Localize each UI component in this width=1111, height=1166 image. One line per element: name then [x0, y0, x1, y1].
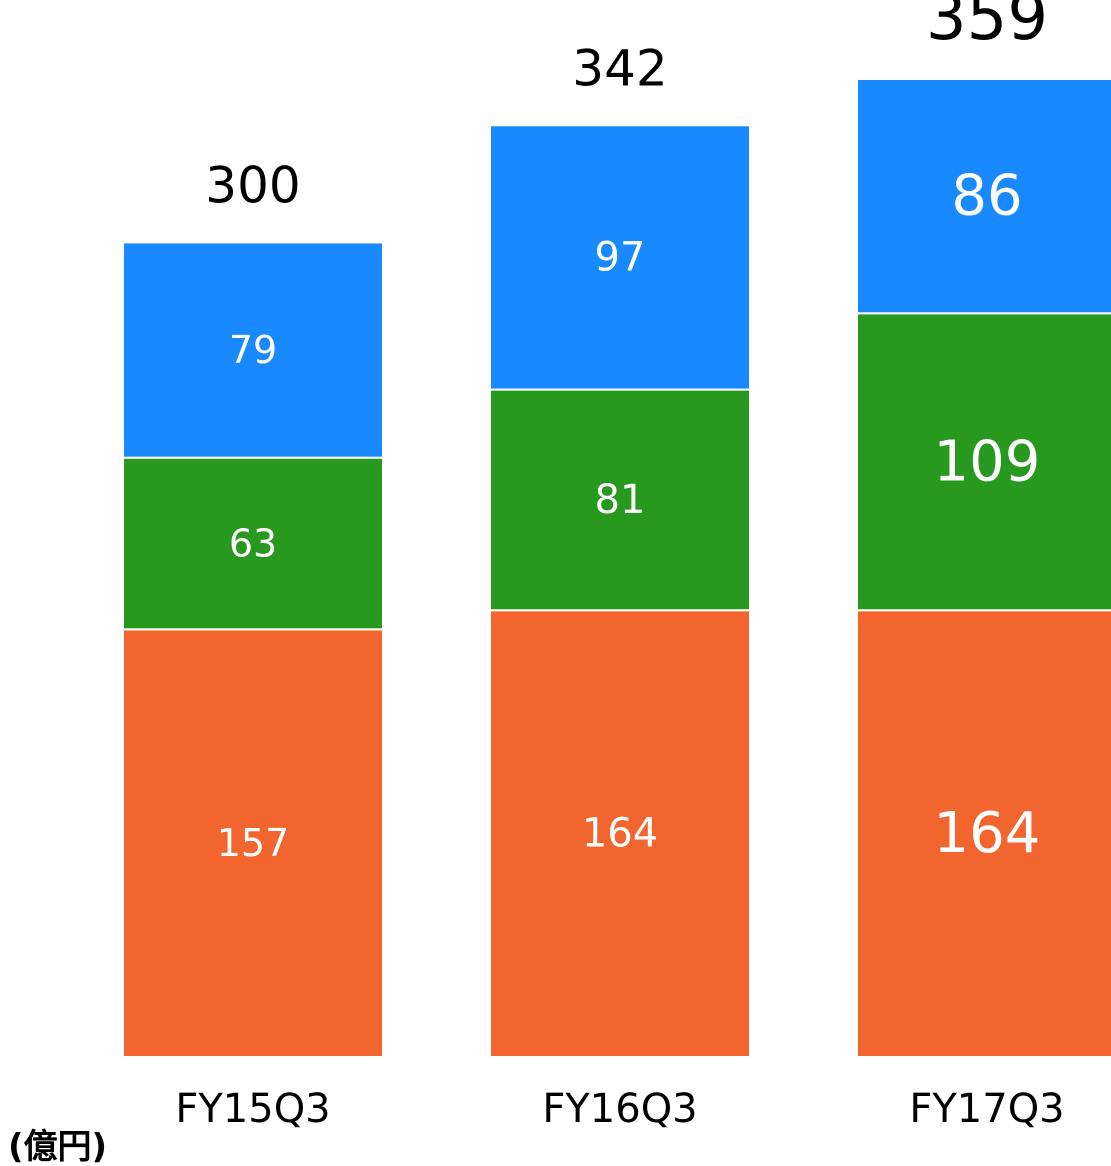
- value-label-segment-middle-FY16Q3: 81: [595, 477, 646, 523]
- bar-segment-top-FY17Q3: [856, 78, 1111, 315]
- bar-segment-bottom-FY16Q3: [489, 609, 751, 1059]
- value-label-segment-bottom-FY17Q3: 164: [934, 801, 1041, 866]
- bar-segment-top-FY15Q3: [122, 241, 384, 459]
- total-label-FY15Q3: 300: [205, 156, 300, 214]
- value-label-segment-bottom-FY16Q3: 164: [582, 811, 658, 857]
- unit-label: (億円): [8, 1127, 107, 1166]
- category-label-FY17Q3: FY17Q3: [909, 1086, 1064, 1132]
- bar-segment-bottom-FY15Q3: [122, 628, 384, 1059]
- total-label-FY17Q3: 359: [926, 0, 1048, 55]
- value-label-segment-top-FY16Q3: 97: [595, 234, 646, 280]
- value-label-segment-middle-FY15Q3: 63: [229, 521, 277, 565]
- category-label-FY16Q3: FY16Q3: [542, 1086, 697, 1132]
- bar-segment-middle-FY17Q3: [856, 312, 1111, 612]
- category-label-FY15Q3: FY15Q3: [175, 1086, 330, 1132]
- labels-group: 157 63 79 300 FY15Q3 164 81 97 342 FY16Q3 164 109 86…: [175, 0, 1064, 1132]
- value-label-segment-top-FY15Q3: 79: [229, 328, 277, 372]
- value-label-segment-middle-FY17Q3: 109: [934, 429, 1041, 494]
- value-label-segment-top-FY17Q3: 86: [951, 164, 1022, 229]
- total-label-FY16Q3: 342: [572, 39, 667, 97]
- bar-segment-bottom-FY17Q3: [856, 609, 1111, 1059]
- bar-segment-middle-FY16Q3: [489, 388, 751, 612]
- bar-segment-top-FY16Q3: [489, 124, 751, 391]
- bar-segment-middle-FY15Q3: [122, 456, 384, 631]
- value-label-segment-bottom-FY15Q3: 157: [217, 821, 290, 865]
- bars-group: [122, 78, 1111, 1059]
